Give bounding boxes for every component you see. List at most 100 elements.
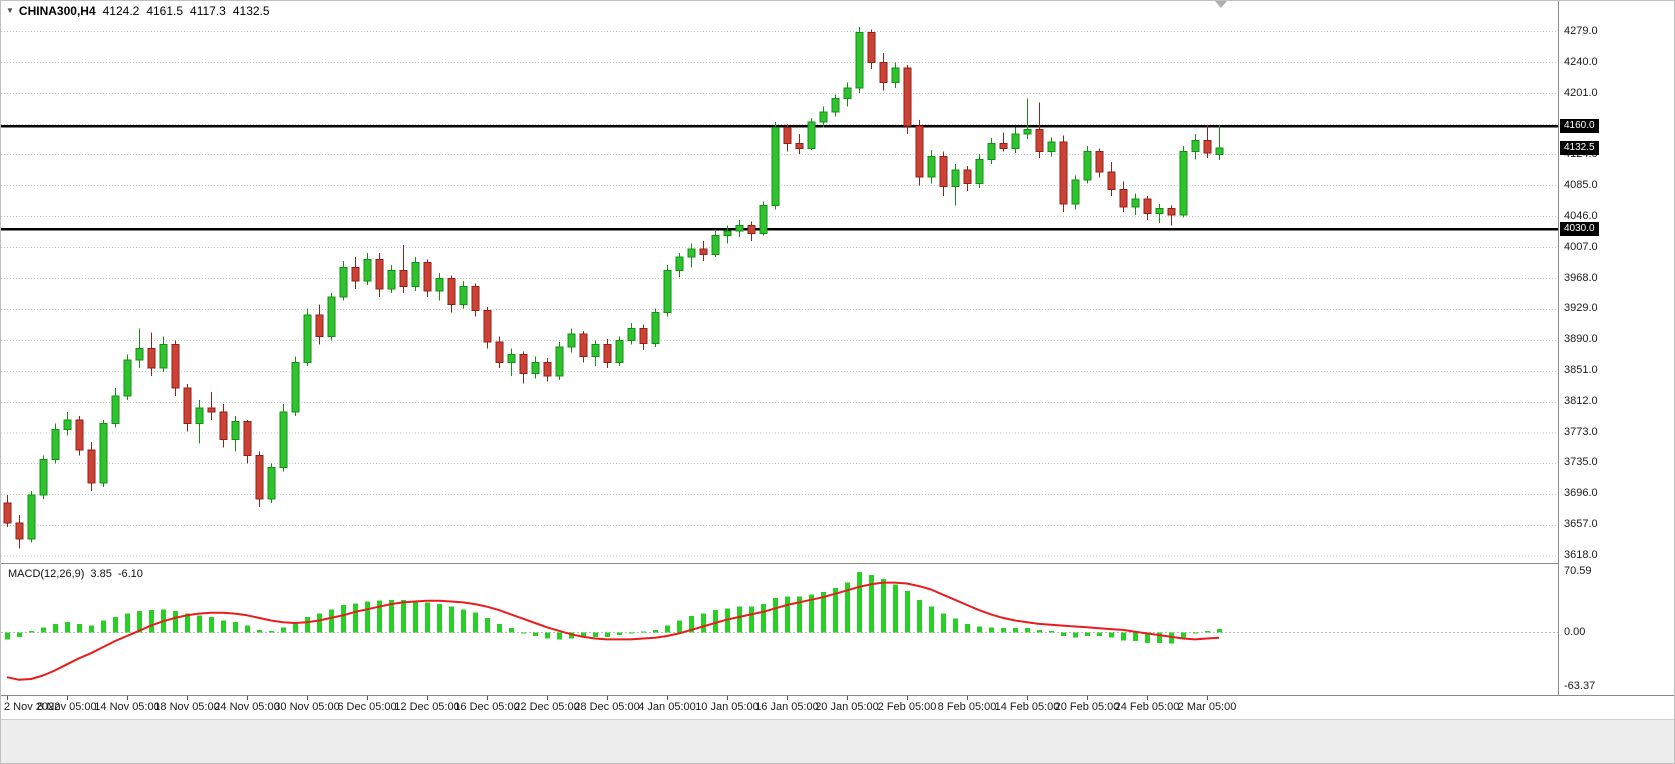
- candle: [1083, 145, 1092, 184]
- candle: [855, 26, 864, 93]
- candle: [411, 257, 420, 292]
- candle: [567, 328, 576, 353]
- time-scale-label: 2 Feb 05:00: [877, 701, 937, 713]
- candle: [363, 253, 372, 285]
- macd-histogram-bar: [881, 579, 886, 633]
- candle: [327, 292, 336, 341]
- price-line-label[interactable]: 4160.0: [1560, 119, 1599, 134]
- candle: [135, 328, 144, 369]
- time-tick: [967, 696, 968, 700]
- candle: [39, 455, 48, 500]
- candle: [795, 134, 804, 154]
- macd-histogram-bar: [365, 601, 370, 633]
- macd-histogram-bar: [821, 592, 826, 633]
- candle: [51, 423, 60, 464]
- macd-histogram-bar: [1001, 628, 1006, 633]
- price-scale-label: 4279.0: [1564, 24, 1598, 37]
- macd-histogram-bar: [917, 599, 922, 633]
- macd-histogram-bar: [293, 622, 298, 633]
- time-tick: [127, 696, 128, 700]
- time-tick: [547, 696, 548, 700]
- macd-histogram-bar: [473, 612, 478, 633]
- ohlc-high: 4161.5: [146, 4, 184, 18]
- price-scale[interactable]: 4279.04240.04201.04162.04124.04085.04046…: [1558, 1, 1674, 695]
- time-tick: [67, 696, 68, 700]
- macd-histogram-bar: [689, 616, 694, 633]
- price-scale-label: 3735.0: [1564, 456, 1598, 469]
- candle: [987, 138, 996, 165]
- macd-histogram-bar: [617, 632, 622, 636]
- macd-histogram-bar: [29, 630, 34, 633]
- macd-histogram-bar: [5, 632, 10, 640]
- ohlc-low: 4117.3: [190, 4, 226, 18]
- candle: [219, 403, 228, 448]
- candle: [231, 415, 240, 452]
- price-scale-label: 4240.0: [1564, 55, 1598, 68]
- candle: [603, 338, 612, 369]
- candle: [735, 219, 744, 238]
- macd-histogram-bar: [53, 623, 58, 633]
- candle: [1179, 145, 1188, 218]
- macd-histogram-bar: [905, 591, 910, 633]
- candle: [1107, 161, 1116, 196]
- price-scale-label: 4007.0: [1564, 240, 1598, 253]
- time-scale[interactable]: 2 Nov 2022 8 Nov 05:00 14 Nov 05:00 18 Nov …: [1, 695, 1674, 719]
- macd-histogram-bar: [509, 628, 514, 633]
- candle: [543, 357, 552, 382]
- macd-pane[interactable]: [1, 564, 1558, 695]
- macd-histogram-bar: [1025, 628, 1030, 633]
- candle: [747, 221, 756, 242]
- macd-histogram-bar: [785, 596, 790, 633]
- price-line-label[interactable]: 4030.0: [1560, 222, 1599, 237]
- macd-histogram-bar: [929, 606, 934, 633]
- candle: [1071, 175, 1080, 210]
- ohlc-close: 4132.5: [232, 4, 270, 18]
- macd-scale-label: -63.37: [1564, 680, 1596, 693]
- candle: [279, 403, 288, 472]
- macd-histogram-bar: [953, 618, 958, 633]
- macd-histogram-bar: [1205, 630, 1210, 633]
- macd-histogram-bar: [869, 574, 874, 633]
- macd-signal-value: -6.10: [117, 568, 143, 580]
- symbol-ohlc-header: ▼ CHINA300,H4 4124.2 4161.5 4117.3 4132.5: [6, 4, 270, 18]
- macd-histogram-bar: [833, 587, 838, 633]
- macd-histogram-bar: [1061, 632, 1066, 636]
- chart-shift-marker-icon[interactable]: [1215, 1, 1227, 8]
- candle: [771, 122, 780, 210]
- candle: [435, 272, 444, 301]
- time-scale-label: 24 Feb 05:00: [1114, 701, 1180, 713]
- candle: [531, 356, 540, 379]
- price-chart[interactable]: [1, 1, 1558, 563]
- time-tick: [187, 696, 188, 700]
- macd-histogram-bar: [1145, 632, 1150, 643]
- macd-histogram-bar: [329, 609, 334, 633]
- macd-histogram-bar: [209, 617, 214, 633]
- time-scale-label: 6 Dec 05:00: [337, 701, 397, 713]
- candle: [147, 332, 156, 377]
- candle: [963, 165, 972, 192]
- macd-histogram-bar: [797, 596, 802, 633]
- candle: [615, 336, 624, 366]
- macd-histogram-bar: [257, 629, 262, 633]
- pane-separator[interactable]: [1, 563, 1674, 564]
- time-tick: [487, 696, 488, 700]
- macd-histogram-bar: [737, 606, 742, 633]
- time-scale-label: 30 Nov 05:00: [274, 701, 340, 713]
- candle: [1035, 102, 1044, 158]
- time-scale-label: 10 Jan 05:00: [695, 701, 759, 713]
- macd-histogram-bar: [569, 632, 574, 639]
- price-scale-label: 3929.0: [1564, 302, 1598, 315]
- candle: [723, 225, 732, 244]
- candle: [423, 259, 432, 297]
- macd-histogram-bar: [437, 604, 442, 633]
- candle: [519, 351, 528, 384]
- candle: [915, 119, 924, 186]
- macd-histogram-bar: [101, 620, 106, 633]
- macd-histogram-bar: [677, 620, 682, 633]
- candle: [291, 356, 300, 416]
- macd-histogram-bar: [413, 600, 418, 633]
- price-scale-label: 3696.0: [1564, 487, 1598, 500]
- macd-histogram-bar: [1169, 632, 1174, 644]
- macd-histogram-bar: [653, 629, 658, 633]
- symbol-dropdown-icon[interactable]: ▼: [6, 6, 14, 15]
